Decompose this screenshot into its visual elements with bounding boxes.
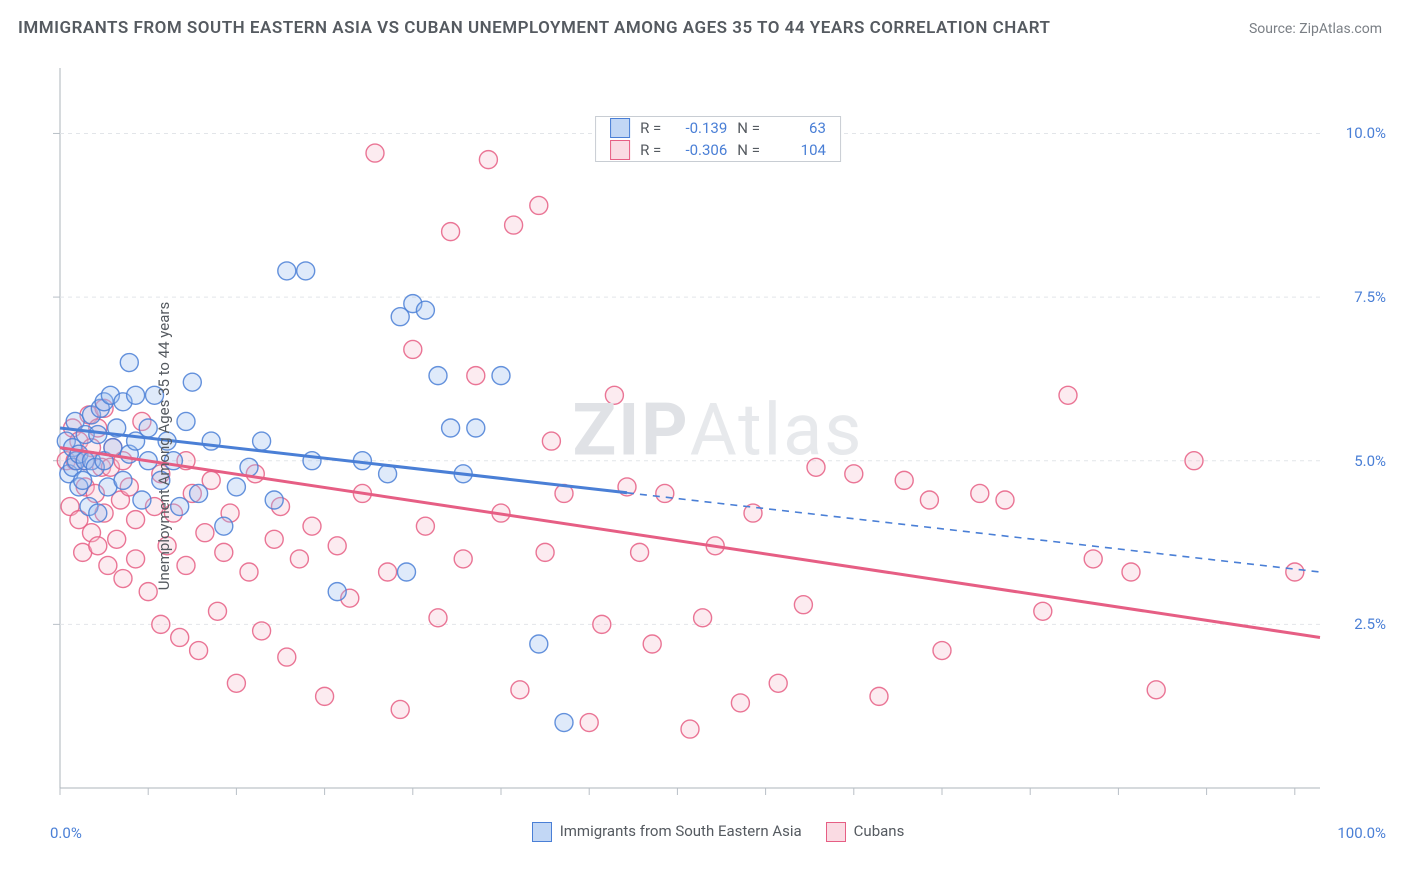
legend-item-blue: Immigrants from South Eastern Asia	[532, 822, 802, 842]
legend-item-pink: Cubans	[826, 822, 905, 842]
title-bar: IMMIGRANTS FROM SOUTH EASTERN ASIA VS CU…	[0, 0, 1406, 44]
x-axis-legend: Immigrants from South Eastern Asia Cuban…	[50, 822, 1386, 842]
n-label: N =	[737, 119, 760, 137]
r-label: R =	[640, 141, 661, 159]
source-prefix: Source:	[1249, 21, 1299, 37]
n-value-pink: 104	[770, 141, 826, 159]
r-value-blue: -0.139	[671, 119, 727, 137]
y-tick-label: 5.0%	[1354, 452, 1386, 470]
r-value-pink: -0.306	[671, 141, 727, 159]
legend-swatch-blue-icon	[532, 822, 552, 842]
legend-label-pink: Cubans	[854, 822, 905, 840]
y-tick-label: 7.5%	[1354, 288, 1386, 306]
correlation-legend: R = -0.139 N = 63 R = -0.306 N = 104	[595, 116, 841, 162]
legend-swatch-pink	[610, 140, 630, 160]
legend-swatch-pink-icon	[826, 822, 846, 842]
source-label: Source: ZipAtlas.com	[1249, 21, 1382, 37]
legend-row-pink: R = -0.306 N = 104	[596, 139, 840, 161]
legend-swatch-blue	[610, 118, 630, 138]
y-axis-label: Unemployment Among Ages 35 to 44 years	[155, 302, 173, 590]
legend-row-blue: R = -0.139 N = 63	[596, 117, 840, 139]
scatter-svg	[50, 56, 1386, 836]
r-label: R =	[640, 119, 661, 137]
n-value-blue: 63	[770, 119, 826, 137]
y-tick-label: 10.0%	[1346, 124, 1386, 142]
source-name: ZipAtlas.com	[1299, 21, 1382, 37]
y-tick-label: 2.5%	[1354, 615, 1386, 633]
legend-label-blue: Immigrants from South Eastern Asia	[560, 822, 802, 840]
chart-title: IMMIGRANTS FROM SOUTH EASTERN ASIA VS CU…	[18, 18, 1050, 38]
plot-area: Unemployment Among Ages 35 to 44 years Z…	[50, 56, 1386, 836]
n-label: N =	[737, 141, 760, 159]
